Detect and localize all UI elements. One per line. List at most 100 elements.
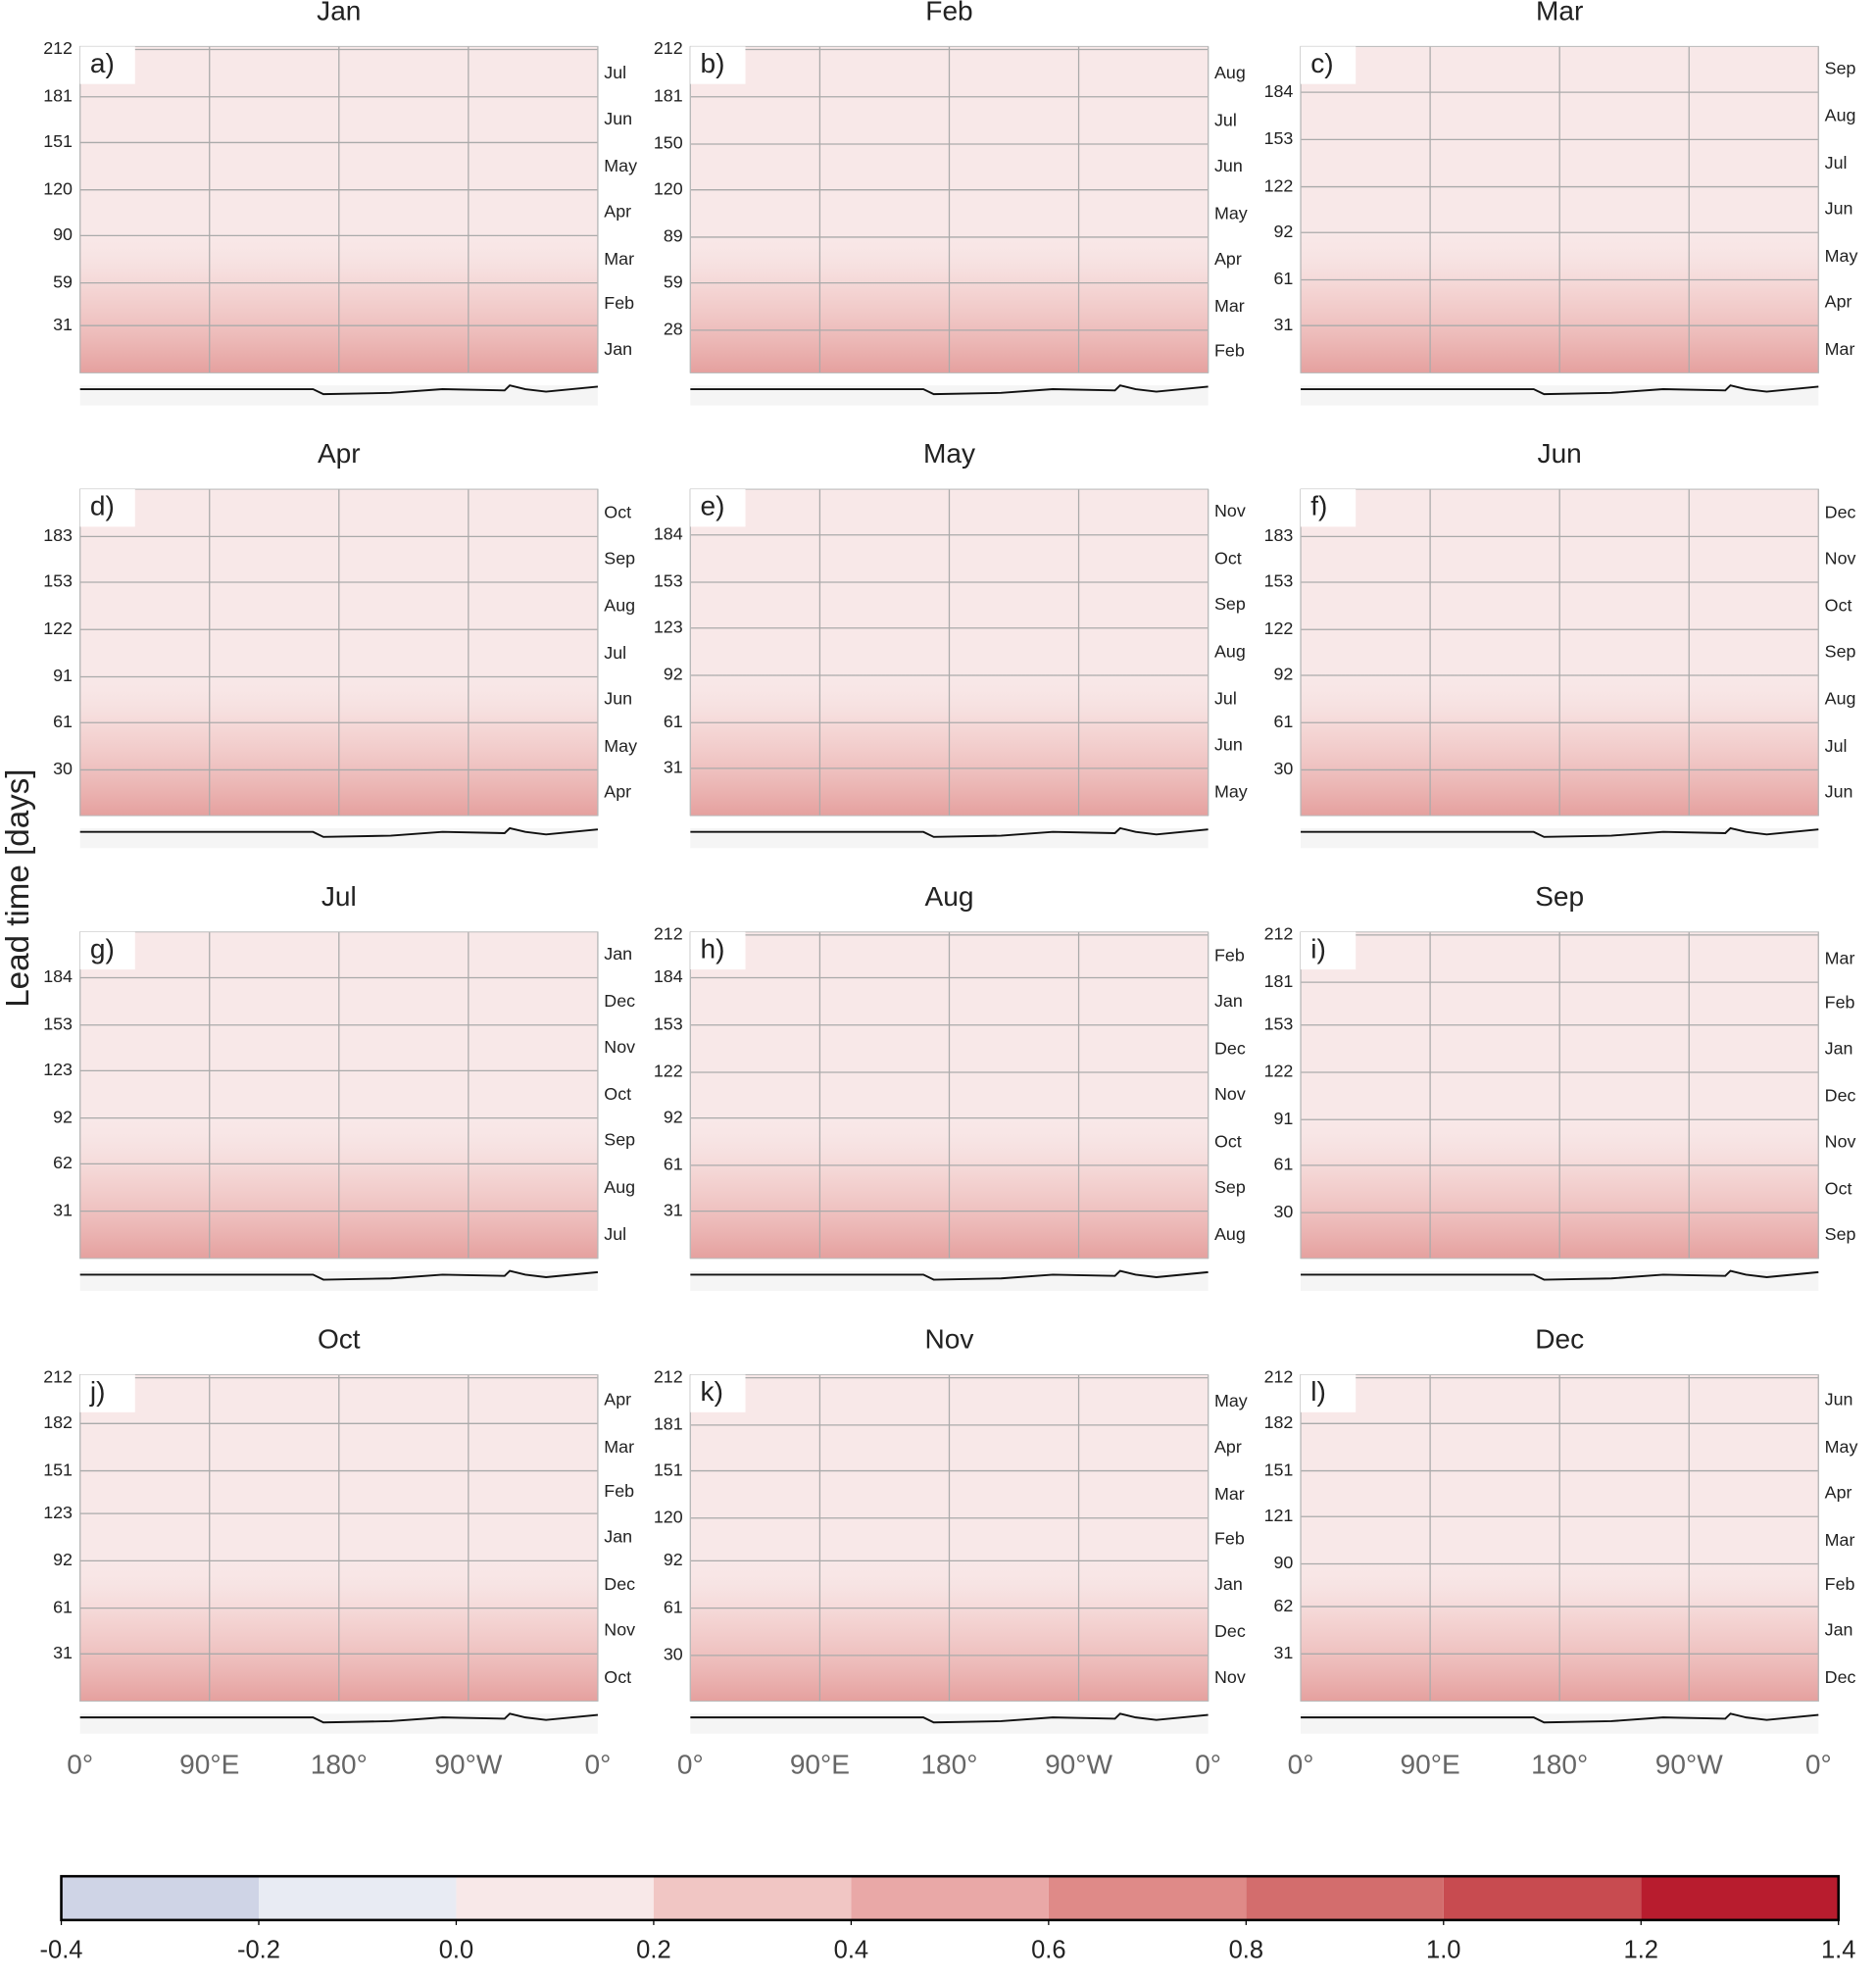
y2-tick-label: Nov: [1214, 1667, 1246, 1687]
land-outline: [79, 826, 599, 838]
y-tick-label: 31: [53, 1200, 73, 1219]
panel-title: May: [923, 438, 975, 469]
y-tick-label: 92: [664, 665, 683, 684]
y-tick-label: 61: [1274, 1155, 1294, 1174]
y2-tick-label: Oct: [1214, 548, 1242, 568]
colorbar-segment: [456, 1876, 654, 1920]
y-tick-label: 92: [53, 1107, 73, 1126]
x-tick-label: 0°: [1805, 1749, 1832, 1779]
y-tick-label: 61: [53, 1597, 73, 1616]
panel-label: g): [90, 933, 115, 964]
y2-tick-label: Apr: [1825, 292, 1852, 312]
x-tick-label: 0°: [1288, 1749, 1314, 1779]
y-tick-label: 61: [664, 1597, 683, 1616]
y2-tick-label: May: [1214, 203, 1248, 223]
y2-tick-label: Dec: [1825, 503, 1856, 522]
y2-tick-label: Feb: [1214, 340, 1245, 360]
y2-tick-label: Nov: [604, 1620, 635, 1640]
y2-tick-label: May: [1214, 1391, 1248, 1410]
y-tick-label: 183: [43, 525, 73, 545]
x-tick-label: 180°: [1531, 1749, 1588, 1779]
y2-tick-label: Feb: [1214, 1528, 1245, 1548]
y2-tick-label: Mar: [604, 1437, 634, 1457]
land-outline: [690, 826, 1209, 838]
colorbar-segment: [1048, 1876, 1247, 1920]
y2-tick-label: May: [604, 736, 637, 756]
y-tick-label: 62: [53, 1153, 73, 1172]
y2-tick-label: Nov: [1214, 501, 1246, 520]
y2-tick-label: Aug: [1214, 641, 1246, 661]
y2-tick-label: Dec: [1825, 1086, 1856, 1106]
panel-label: i): [1310, 933, 1326, 964]
colorbar-segment: [1641, 1876, 1839, 1920]
y2-tick-label: Jun: [1214, 156, 1243, 175]
y-tick-label: 151: [1264, 1460, 1294, 1479]
label-box: [1301, 46, 1357, 84]
y2-tick-label: Jun: [1214, 734, 1243, 754]
panel: 30 61 91 122 153 183 Apr May Jun Jul Aug Sep Oct d) Ap…: [43, 438, 637, 849]
y-tick-label: 30: [1274, 1202, 1294, 1221]
y-tick-label: 62: [1274, 1596, 1294, 1615]
y-tick-label: 92: [53, 1550, 73, 1569]
x-tick-label: 90°W: [1655, 1749, 1723, 1779]
y-tick-label: 59: [53, 272, 73, 291]
y2-tick-label: Jun: [604, 109, 632, 128]
y2-tick-label: Jul: [604, 63, 626, 82]
y2-tick-label: Sep: [604, 1130, 635, 1150]
panel: 30 61 92 120 151 181 212 Nov Dec Jan Feb Mar Apr May k…: [654, 1323, 1248, 1779]
panel-frame: [1300, 931, 1819, 1260]
panel-frame: [1300, 488, 1819, 816]
panel-label: j): [89, 1376, 106, 1407]
colorbar-tick-label: -0.2: [237, 1936, 280, 1963]
panel-label: d): [90, 491, 115, 521]
y-tick-label: 212: [1264, 924, 1294, 944]
y2-tick-label: Feb: [1825, 993, 1855, 1013]
y-tick-label: 184: [1264, 81, 1294, 101]
x-tick-label: 90°W: [434, 1749, 502, 1779]
panel: 30 61 91 122 153 181 212 Sep Oct Nov Dec Jan Feb Mar i…: [1264, 881, 1856, 1292]
label-box: [79, 46, 135, 84]
land-outline: [1301, 1712, 1819, 1724]
y2-tick-label: Sep: [1825, 58, 1856, 77]
y2-tick-label: Aug: [1825, 106, 1856, 125]
y-tick-label: 182: [43, 1412, 73, 1432]
y2-tick-label: Jun: [1825, 1390, 1853, 1410]
y2-tick-label: Jun: [1825, 782, 1853, 802]
colorbar-segment: [851, 1876, 1049, 1920]
y-tick-label: 31: [53, 1643, 73, 1662]
panel-title: Jul: [321, 881, 357, 912]
y2-tick-label: Jul: [604, 1224, 626, 1244]
panel-frame: [689, 45, 1210, 373]
y-tick-label: 153: [1264, 571, 1294, 591]
y2-tick-label: Jul: [1825, 153, 1848, 173]
panel: 28 59 89 120 150 181 212 Feb Mar Apr May Jun Jul Aug b…: [654, 0, 1248, 406]
y2-tick-label: Jun: [1825, 199, 1853, 219]
y-tick-label: 31: [53, 315, 73, 334]
panel-frame: [1300, 45, 1819, 373]
panel-frame: [79, 45, 599, 373]
y2-tick-label: Apr: [604, 782, 631, 802]
label-box: [690, 931, 746, 970]
land-outline: [690, 1712, 1209, 1724]
panel-frame: [1300, 1373, 1819, 1703]
x-tick-label: 0°: [585, 1749, 612, 1779]
x-tick-label: 90°E: [790, 1749, 850, 1779]
panel-label: h): [701, 933, 725, 964]
y-tick-label: 92: [1274, 222, 1294, 241]
panel-label: b): [701, 48, 725, 78]
y-tick-label: 92: [1274, 665, 1294, 684]
y2-tick-label: Sep: [1825, 641, 1856, 661]
y-tick-label: 184: [43, 966, 73, 986]
y-tick-label: 181: [654, 1414, 683, 1434]
y-tick-label: 89: [664, 226, 683, 246]
colorbar-segment: [61, 1876, 259, 1920]
panel: 31 61 92 122 153 184 212 Aug Sep Oct Nov Dec Jan Feb h…: [654, 881, 1246, 1292]
y2-tick-label: Aug: [1214, 63, 1246, 82]
label-box: [79, 489, 135, 527]
panel-title: Sep: [1535, 881, 1584, 912]
y2-tick-label: Mar: [1825, 949, 1855, 968]
panel-label: e): [701, 491, 725, 521]
panel-title: Aug: [925, 881, 974, 912]
